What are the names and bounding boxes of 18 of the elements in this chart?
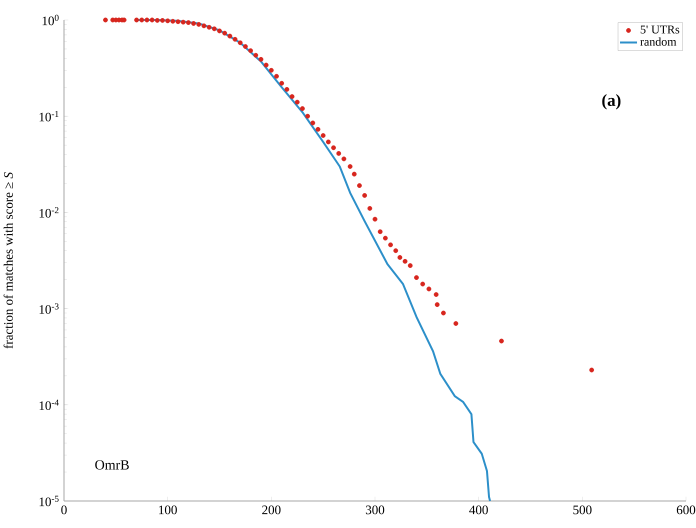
legend-label: random <box>640 37 676 46</box>
x-tick-label: 300 <box>366 506 384 514</box>
legend-label: 5' UTRs <box>640 26 680 34</box>
y-tick-label: 10$^{-3}$ <box>40 303 59 314</box>
y-axis-title: fraction of matches with score ≥ S <box>4 172 13 349</box>
y-tick-label: 10$^{-5}$ <box>40 496 59 506</box>
x-tick-label: 600 <box>676 506 696 514</box>
y-tick-label: 10$^{-2}$ <box>40 207 58 218</box>
x-tick-label: 400 <box>469 506 488 514</box>
annotation: (a) <box>602 94 620 110</box>
y-tick-label: 10$^{-1}$ <box>40 110 58 122</box>
x-tick-label: 500 <box>573 506 592 514</box>
x-tick-label: 0 <box>61 506 67 514</box>
x-tick-label: 200 <box>262 506 281 514</box>
x-tick-label: 100 <box>159 506 177 514</box>
annotation: OmrB <box>95 460 129 470</box>
y-tick-label: 10$^{-4}$ <box>40 400 59 410</box>
y-tick-label: 10$^{0}$ <box>42 14 59 26</box>
